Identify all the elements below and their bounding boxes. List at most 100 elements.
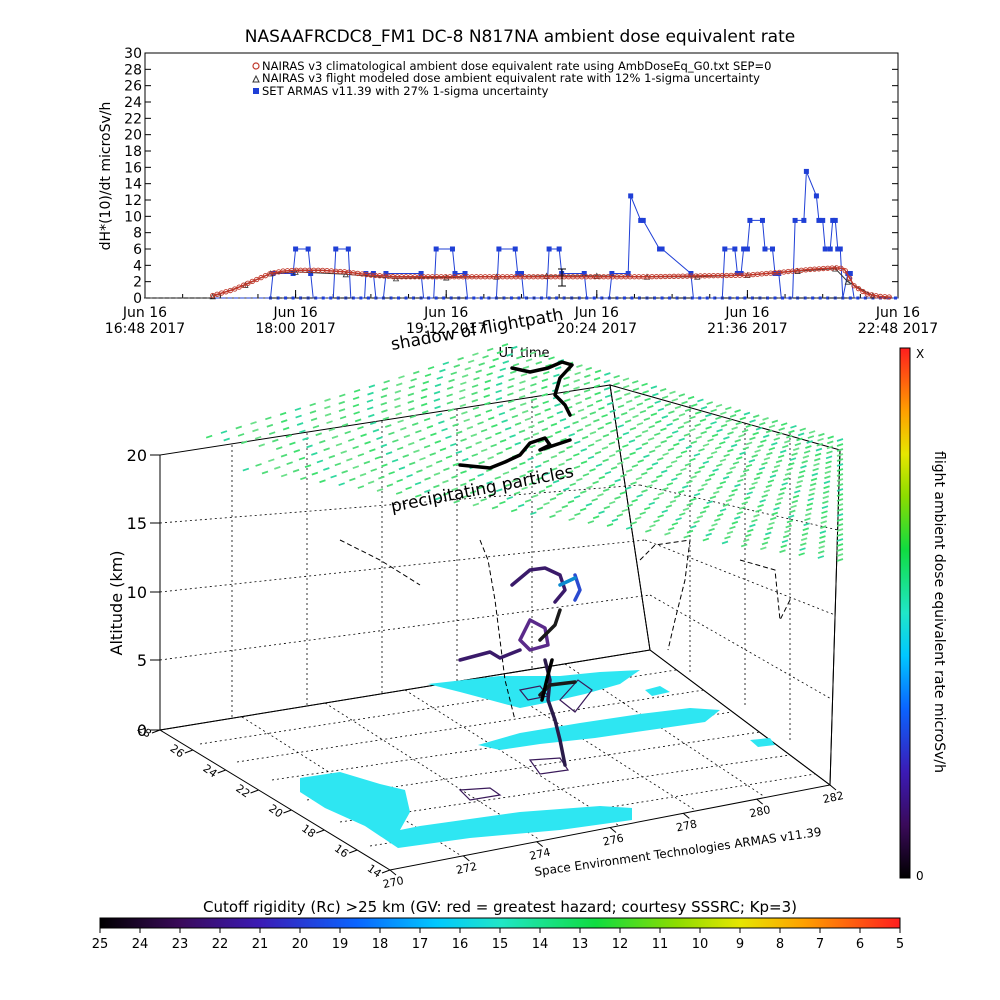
particle-dash: [328, 454, 336, 459]
armas-zero-point: [449, 296, 453, 300]
particle-dash: [306, 444, 313, 449]
particle-dash: [573, 386, 580, 391]
armas-zero-point: [547, 296, 551, 300]
particle-dash: [357, 453, 365, 457]
particle-dash: [716, 485, 723, 490]
armas-zero-point: [592, 296, 596, 300]
particle-dash: [330, 474, 337, 479]
series-line-nairas-flight: [212, 268, 874, 297]
armas-zero-point: [336, 296, 340, 300]
particle-dash: [810, 477, 818, 482]
particle-dash: [635, 434, 642, 439]
particle-dash: [639, 409, 647, 414]
particle-dash: [651, 462, 659, 466]
particle-dash: [744, 533, 752, 538]
particle-dash: [555, 430, 562, 435]
particle-dash: [331, 435, 339, 439]
particle-dash: [506, 353, 513, 357]
armas-zero-point: [359, 296, 363, 300]
particle-dash: [811, 472, 819, 477]
particle-dash: [807, 497, 814, 502]
particle-dash: [632, 414, 639, 419]
particle-dash: [462, 457, 469, 462]
particle-dash: [639, 511, 647, 516]
particle-dash: [421, 388, 428, 392]
armas-point: [813, 193, 819, 199]
particle-dash: [604, 470, 612, 475]
particle-dash: [467, 359, 475, 364]
particle-dash: [486, 372, 493, 376]
particle-dash: [630, 481, 637, 486]
nairas-clim-point: [240, 282, 247, 288]
alt-tick-10: 10: [127, 583, 147, 602]
armas-point: [345, 246, 351, 252]
particle-dash: [309, 402, 316, 407]
altitude-axis-label: Altitude (km): [107, 551, 126, 656]
particle-dash: [782, 534, 790, 539]
particle-dash: [459, 403, 467, 408]
particle-dash: [502, 471, 510, 475]
armas-point: [496, 246, 502, 252]
particle-dash: [748, 459, 756, 463]
particle-dash: [471, 398, 479, 403]
x-tick-date: Jun 16: [273, 305, 318, 321]
particle-dash: [580, 490, 587, 494]
armas-zero-point: [562, 296, 566, 300]
particle-dash: [335, 442, 343, 447]
particle-dash: [690, 440, 698, 445]
particle-dash: [617, 461, 624, 466]
particle-dash: [279, 411, 287, 416]
projection-curves: [339, 539, 791, 721]
right-colorbar-bottom-label: 0: [916, 869, 924, 883]
particle-dash: [556, 492, 563, 496]
armas-point: [776, 271, 782, 276]
particle-dash: [354, 418, 362, 423]
particle-dash: [611, 518, 619, 522]
particle-dash: [524, 498, 532, 503]
particle-dash: [817, 555, 825, 559]
particle-dash: [755, 508, 762, 513]
particle-dash: [686, 480, 693, 484]
particle-dash: [576, 428, 584, 432]
lat-tick-mark: [151, 729, 161, 734]
particle-dash: [646, 466, 653, 471]
armas-zero-point: [803, 296, 807, 300]
lat-tick-mark: [283, 809, 292, 814]
particle-dash: [424, 373, 432, 378]
particle-dash: [559, 418, 567, 422]
armas-zero-point: [502, 296, 506, 300]
particle-dash: [328, 427, 336, 432]
particle-dash: [749, 419, 756, 423]
particle-dash: [777, 454, 785, 459]
particle-dash: [562, 383, 570, 388]
particle-dash: [294, 407, 302, 412]
particle-dash: [786, 519, 794, 524]
particle-dash: [836, 483, 844, 487]
particle-dash: [484, 401, 491, 406]
particle-dash: [615, 436, 623, 441]
nairas-clim-point: [838, 265, 844, 271]
particle-dash: [309, 410, 317, 414]
particle-dash: [757, 444, 764, 448]
armas-point: [638, 217, 644, 223]
y-tick-label: 28: [124, 62, 142, 78]
particle-dash: [738, 433, 745, 438]
armas-zero-point: [314, 296, 318, 300]
particle-dash: [580, 448, 588, 452]
particle-dash: [338, 400, 346, 405]
cb-tick-label: 20: [292, 937, 309, 952]
particle-dash: [352, 445, 359, 450]
particle-dash: [775, 459, 783, 464]
particle-dash: [446, 400, 454, 405]
y-tick-label: 10: [124, 209, 142, 225]
particle-dash: [574, 371, 581, 376]
particle-dash: [586, 403, 594, 408]
particle-dash: [690, 403, 698, 408]
particle-dash: [836, 558, 844, 562]
particle-dash: [461, 411, 468, 415]
particle-dash: [504, 426, 512, 431]
particle-dash: [741, 429, 749, 433]
particle-dash: [394, 404, 401, 409]
particle-dash: [501, 343, 509, 347]
particle-dash: [785, 524, 792, 529]
